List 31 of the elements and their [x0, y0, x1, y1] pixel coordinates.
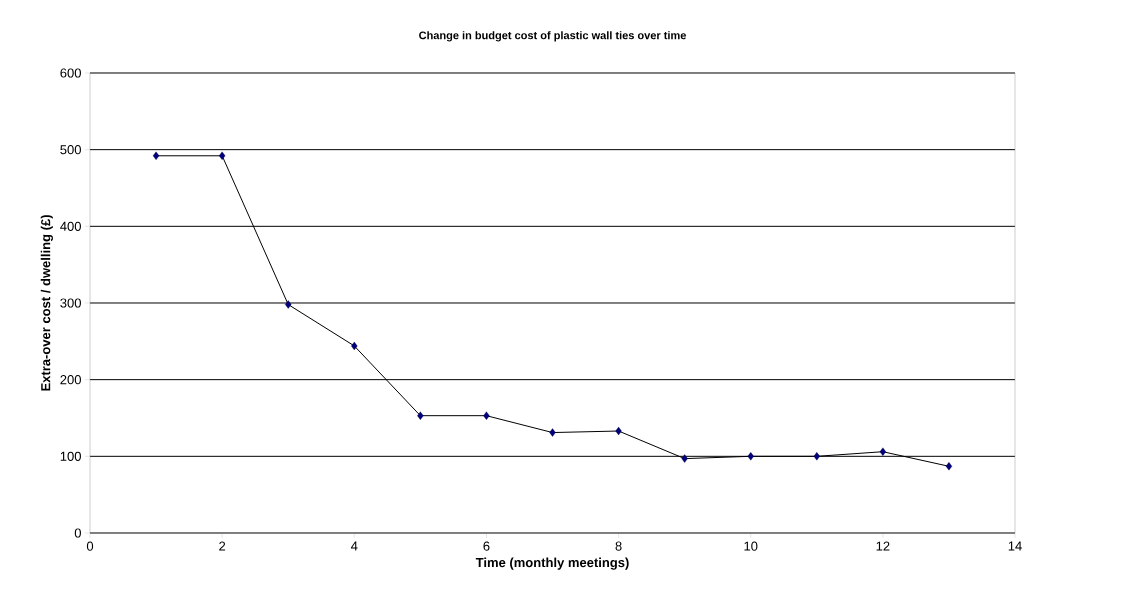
- point: [945, 462, 953, 471]
- y-tick-label: 600: [60, 68, 81, 78]
- x-tick-label: 2: [219, 541, 226, 551]
- x-tick-label: 10: [744, 541, 758, 551]
- y-tick-label: 200: [60, 375, 81, 385]
- x-tick-label: 4: [350, 541, 358, 551]
- y-tick-label: 400: [60, 221, 81, 231]
- y-tick-label: 300: [60, 298, 81, 308]
- y-axis-title: Extra-over cost / dwelling (£): [40, 215, 53, 391]
- point: [152, 151, 160, 160]
- x-tick-label: 8: [615, 541, 622, 551]
- chart-title: Change in budget cost of plastic wall ties over time: [419, 31, 686, 42]
- x-axis-title: Time (monthly meetings): [475, 557, 629, 570]
- y-tick-label: 100: [60, 451, 81, 461]
- x-tick-label: 12: [876, 541, 890, 551]
- point: [747, 452, 754, 461]
- point: [351, 341, 358, 351]
- point: [681, 454, 688, 463]
- point: [549, 428, 556, 437]
- point: [285, 300, 292, 309]
- point: [879, 447, 887, 456]
- x-tick-label: 14: [1008, 541, 1022, 551]
- x-tick-label: 0: [86, 541, 94, 551]
- point: [483, 411, 490, 420]
- y-tick-label: 0: [74, 528, 81, 538]
- point: [813, 452, 820, 461]
- x-tick-label: 6: [483, 541, 490, 551]
- y-tick-label: 500: [60, 145, 81, 155]
- point: [219, 151, 226, 160]
- point: [417, 411, 424, 420]
- point: [615, 426, 622, 436]
